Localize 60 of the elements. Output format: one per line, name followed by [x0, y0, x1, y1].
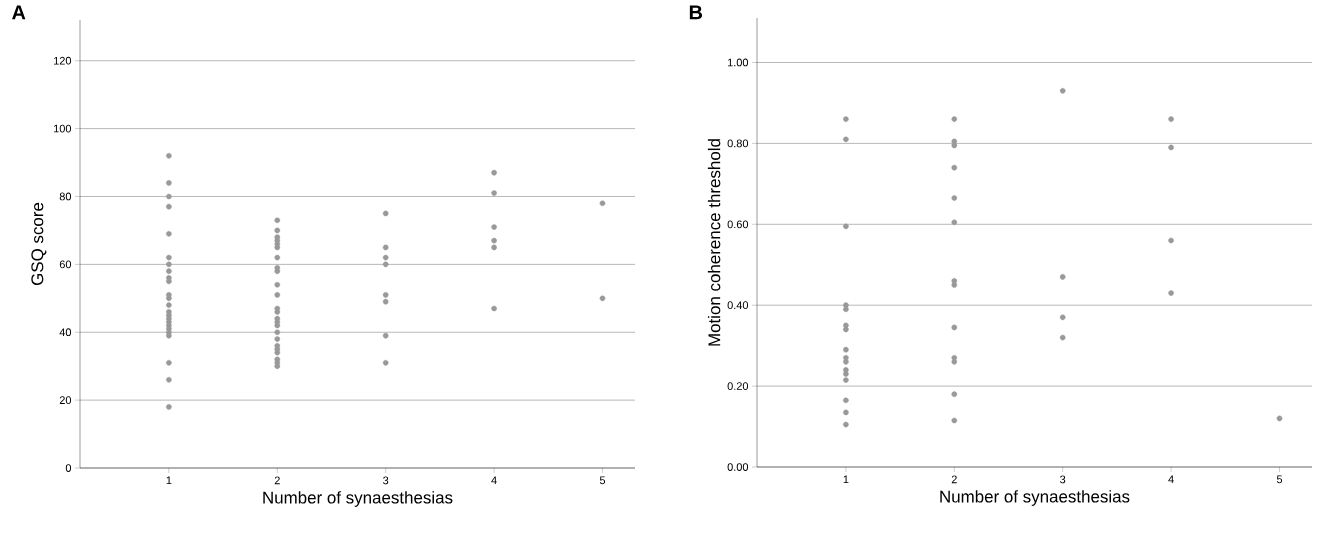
y-tick-label: 0.00	[727, 463, 749, 471]
point	[843, 116, 849, 122]
point	[843, 306, 849, 313]
y-tick-label: 80	[59, 192, 72, 201]
x-tick-label: 5	[1276, 475, 1283, 484]
point	[1168, 144, 1174, 151]
y-axis-title: GSQ score	[31, 202, 47, 286]
point	[843, 397, 849, 404]
point	[1168, 237, 1174, 244]
y-tick-label: 1.00	[727, 58, 749, 67]
chart-title: B	[689, 5, 703, 20]
y-tick-label: 100	[54, 124, 72, 133]
x-tick-label: 3	[383, 476, 389, 485]
point	[843, 326, 849, 333]
point	[1059, 314, 1066, 321]
point	[843, 359, 849, 365]
point	[951, 116, 958, 122]
x-axis-title: Number of synaesthesias	[263, 491, 453, 507]
point	[951, 417, 958, 424]
y-tick-label: 0.40	[727, 301, 749, 310]
x-tick-label: 1	[843, 475, 849, 484]
x-axis-title: Number of synaesthesias	[940, 490, 1130, 506]
y-tick-label: 0.20	[727, 382, 749, 390]
point	[1059, 334, 1066, 341]
point	[843, 136, 849, 143]
y-tick-label: 60	[59, 260, 72, 269]
x-tick-label: 5	[599, 476, 606, 485]
point	[951, 195, 958, 201]
y-tick-label: 40	[59, 328, 72, 337]
y-tick-label: 0.80	[727, 139, 749, 148]
chart-title: A	[12, 5, 26, 20]
point	[843, 409, 849, 416]
point	[1168, 116, 1174, 122]
y-axis-title: Motion coherence threshold	[707, 139, 721, 346]
point	[843, 346, 849, 353]
x-tick-label: 3	[1060, 475, 1066, 484]
point	[843, 223, 849, 230]
point	[1276, 415, 1283, 422]
y-tick-label: 0.60	[727, 220, 749, 229]
y-tick-label: 120	[54, 56, 72, 65]
point	[843, 377, 849, 383]
x-tick-label: 4	[1168, 475, 1174, 484]
point	[843, 421, 849, 428]
x-tick-label: 2	[274, 476, 280, 485]
point	[951, 219, 958, 226]
point	[1059, 88, 1066, 94]
x-tick-label: 1	[166, 476, 172, 485]
x-tick-label: 2	[951, 475, 957, 484]
point	[951, 282, 958, 288]
point	[843, 371, 849, 377]
point	[951, 359, 958, 365]
point	[1168, 290, 1174, 296]
point	[951, 391, 958, 397]
point	[951, 142, 958, 149]
y-tick-label: 0	[65, 464, 72, 472]
point	[951, 324, 958, 331]
y-tick-label: 20	[59, 396, 72, 404]
point	[1059, 274, 1066, 280]
point	[951, 164, 958, 171]
x-tick-label: 4	[491, 476, 497, 485]
